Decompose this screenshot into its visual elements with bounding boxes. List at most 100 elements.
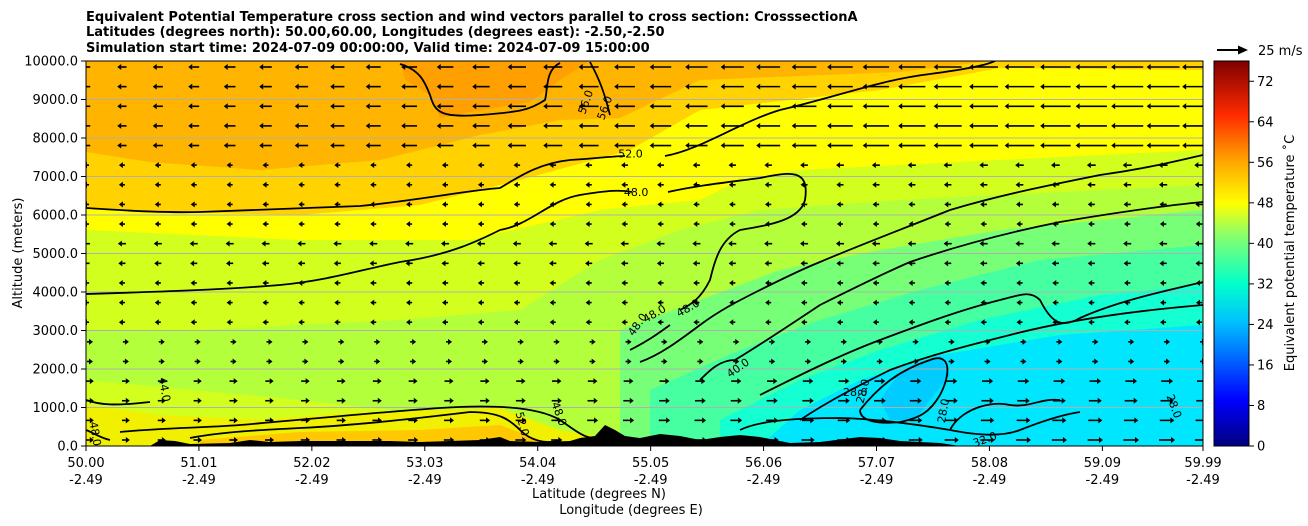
wind-vector-head — [472, 122, 477, 129]
wind-vector-head — [1124, 319, 1129, 326]
wind-vector-head — [1158, 181, 1163, 188]
wind-vector-head — [507, 142, 512, 149]
wind-vector-head — [621, 162, 626, 169]
wind-vector-head — [801, 319, 806, 326]
wind-vector-head — [1146, 83, 1151, 90]
wind-vector-head — [117, 103, 122, 110]
contour-label: 28.0 — [843, 386, 868, 399]
wind-vector-head — [701, 397, 706, 404]
wind-vector-head — [340, 358, 345, 365]
wind-vector-head — [835, 240, 840, 247]
wind-vector-head — [914, 358, 919, 365]
wind-vector-head — [188, 103, 193, 110]
colorbar-tick-label: 64 — [1257, 115, 1274, 130]
wind-vector-head — [334, 279, 339, 286]
wind-vector-head — [298, 201, 303, 208]
wind-vector-head — [882, 417, 887, 424]
wind-vector-head — [377, 397, 382, 404]
contour-line-44-lower — [86, 429, 111, 441]
wind-vector-head — [1111, 83, 1116, 90]
wind-vector-head — [701, 378, 706, 385]
wind-vector-head — [1111, 142, 1116, 149]
wind-vector-head — [908, 260, 913, 267]
wind-vector-head — [226, 221, 231, 228]
wind-vector-head — [585, 299, 590, 306]
x-tick-label-lon: -2.49 — [69, 473, 103, 488]
wind-vector-head — [1025, 378, 1030, 385]
wind-vector-head — [735, 358, 740, 365]
wind-vector-head — [549, 201, 554, 208]
wind-vector-head — [513, 319, 518, 326]
wind-vector-head — [334, 299, 339, 306]
wind-vector-head — [259, 103, 264, 110]
wind-vector-head — [1098, 437, 1103, 443]
wind-vector-head — [232, 338, 237, 345]
wind-vector-head — [522, 417, 527, 424]
wind-vector-head — [933, 103, 938, 110]
wind-vector-head — [980, 260, 985, 267]
wind-vector-head — [1206, 398, 1210, 404]
wind-vector-head — [89, 397, 94, 404]
wind-vector-head — [161, 417, 166, 424]
wind-vector-head — [226, 162, 231, 169]
wind-vector-head — [908, 279, 913, 286]
wind-vector-head — [1159, 240, 1164, 247]
wind-vector-head — [223, 64, 228, 70]
x-tick-label-lon: -2.49 — [521, 473, 555, 488]
wind-vector-head — [376, 338, 381, 345]
wind-vector-head — [472, 83, 477, 90]
x-tick-label-lon: -2.49 — [973, 473, 1007, 488]
wind-vector-head — [118, 181, 123, 188]
colorbar-tick-label: 56 — [1257, 156, 1274, 171]
wind-vector-head — [377, 378, 382, 385]
wind-vector-head — [436, 83, 441, 90]
wind-vector-head — [872, 279, 877, 286]
wind-vector-head — [118, 221, 123, 228]
wind-vector-head — [627, 338, 632, 345]
wind-vector-head — [908, 221, 913, 228]
wind-vector-head — [621, 279, 626, 286]
wind-vector-head — [1111, 122, 1116, 129]
wind-vector-head — [1004, 122, 1009, 129]
wind-vector-head — [1194, 162, 1199, 169]
wind-vector-head — [621, 181, 626, 188]
wind-vector-head — [340, 338, 345, 345]
wind-vector-head — [630, 417, 635, 424]
wind-vector-head — [152, 122, 157, 129]
x-tick-label-lat: 59.99 — [1184, 456, 1221, 471]
wind-vector-head — [442, 319, 447, 326]
wind-vector-head — [872, 299, 877, 306]
wind-vector-head — [507, 103, 512, 110]
wind-vector-head — [950, 358, 955, 365]
wind-vector-head — [621, 319, 626, 326]
wind-vector-head — [836, 201, 841, 208]
wind-vector-head — [917, 397, 922, 404]
wind-vector-head — [226, 181, 231, 188]
wind-vector-head — [720, 83, 725, 90]
wind-vector-head — [908, 299, 913, 306]
wind-vector-head — [161, 378, 166, 385]
wind-vector-head — [519, 338, 524, 345]
wind-vector-head — [160, 358, 165, 365]
wind-vector-head — [765, 299, 770, 306]
wind-vector-head — [585, 279, 590, 286]
wind-vector-head — [693, 221, 698, 228]
wind-vector-head — [699, 358, 704, 365]
y-tick-label: 1000.0 — [33, 401, 79, 416]
wind-vector-head — [944, 201, 949, 208]
wind-vector-head — [298, 319, 303, 326]
wind-vector-head — [1159, 221, 1164, 228]
wind-vector-head — [1058, 338, 1063, 345]
wind-vector-head — [771, 338, 776, 345]
wind-vector-head — [621, 201, 626, 208]
wind-vector-head — [152, 103, 157, 110]
wind-vector-head — [442, 299, 447, 306]
wind-vector-head — [862, 83, 867, 90]
wind-vector-head — [436, 122, 441, 129]
wind-vector-head — [441, 279, 446, 286]
wind-vector-head — [944, 260, 949, 267]
wind-vector-head — [693, 319, 698, 326]
wind-vector-head — [117, 83, 122, 90]
y-tick-label: 10000.0 — [24, 55, 78, 70]
